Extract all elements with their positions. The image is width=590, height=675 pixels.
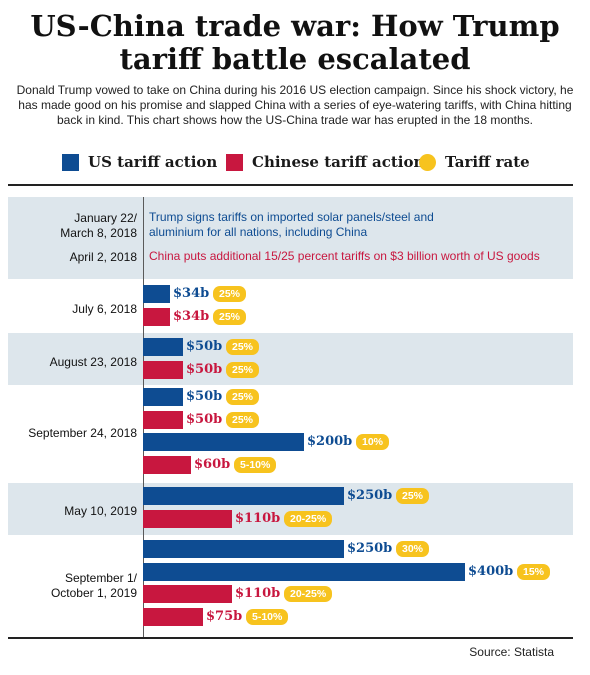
bottom-rule	[8, 637, 573, 639]
legend: US tariff action Chinese tariff action T…	[0, 149, 590, 175]
group-date: August 23, 2018	[49, 354, 137, 369]
bar-china	[143, 360, 183, 379]
chart-title: US-China trade war: How Trump tariff bat…	[30, 9, 560, 76]
group-date: September 1/ October 1, 2019	[50, 570, 137, 600]
bar-value-label: $34b	[173, 308, 210, 324]
bar-value-label: $110b	[235, 510, 281, 526]
bar-china	[143, 509, 232, 528]
bar-china	[143, 585, 232, 603]
bar-value-label: $250b	[347, 488, 393, 503]
legend-swatch-us	[62, 153, 79, 171]
tariff-rate-badge: 10%	[356, 434, 390, 450]
legend-label-china: Chinese tariff action	[252, 153, 425, 171]
bar-us	[143, 338, 183, 356]
bar-value-label: $110b	[235, 586, 281, 601]
top-rule	[8, 184, 573, 186]
bar-value-label: $75b	[206, 608, 243, 624]
bar-us	[143, 388, 183, 406]
bar-value-label: $250b	[347, 541, 393, 556]
legend-dot-rate	[419, 153, 436, 171]
bar-value-label: $50b	[186, 389, 223, 404]
group-date: September 24, 2018	[28, 426, 137, 440]
bar-us	[143, 540, 344, 558]
event-text-china: China puts additional 15/25 percent tari…	[149, 249, 540, 263]
bar-china	[143, 307, 170, 326]
legend-swatch-china	[226, 153, 243, 171]
bar-us	[143, 433, 304, 451]
tariff-rate-badge: 25%	[226, 389, 260, 405]
bar-value-label: $50b	[186, 361, 223, 377]
legend-label-us: US tariff action	[88, 153, 218, 171]
bar-china	[143, 410, 183, 429]
legend-item-rate: Tariff rate	[419, 149, 530, 175]
tariff-rate-badge: 25%	[226, 339, 260, 355]
tariff-rate-badge: 25%	[226, 411, 260, 428]
tariff-rate-badge: 15%	[517, 563, 551, 580]
tariff-rate-badge: 5-10%	[234, 456, 277, 473]
tariff-rate-badge: 25%	[396, 488, 430, 504]
bar-value-label: $34b	[173, 286, 210, 301]
legend-item-us: US tariff action	[62, 149, 217, 175]
bar-value-label: $400b	[468, 563, 514, 579]
legend-label-rate: Tariff rate	[445, 153, 530, 171]
event-date-2: April 2, 2018	[69, 250, 137, 264]
event-text-us: Trump signs tariffs on imported solar pa…	[149, 210, 434, 239]
bar-value-label: $50b	[186, 339, 223, 354]
tariff-rate-badge: 25%	[213, 286, 247, 302]
group-date: May 10, 2019	[64, 503, 137, 518]
tariff-rate-badge: 20-25%	[284, 586, 333, 602]
bar-value-label: $50b	[186, 411, 223, 427]
bar-value-label: $60b	[194, 456, 231, 472]
tariff-rate-badge: 25%	[226, 361, 260, 378]
group-date: July 6, 2018	[72, 301, 137, 316]
chart-intro: Donald Trump vowed to take on China duri…	[16, 83, 574, 127]
bar-us	[143, 487, 344, 505]
band-august-2018	[8, 333, 573, 385]
tariff-rate-badge: 20-25%	[284, 510, 333, 527]
tariff-rate-badge: 30%	[396, 541, 430, 557]
bar-us	[143, 562, 465, 581]
legend-item-china: Chinese tariff action	[226, 149, 424, 175]
tariff-rate-badge: 25%	[213, 308, 247, 325]
bar-china	[143, 607, 203, 626]
source-note: Source: Statista	[469, 645, 554, 659]
bar-value-label: $200b	[307, 434, 353, 449]
tariff-rate-badge: 5-10%	[246, 608, 289, 625]
band-early-2018	[8, 197, 573, 279]
event-date-1: January 22/ March 8, 2018	[60, 211, 137, 240]
bar-us	[143, 285, 170, 303]
bar-china	[143, 455, 191, 474]
